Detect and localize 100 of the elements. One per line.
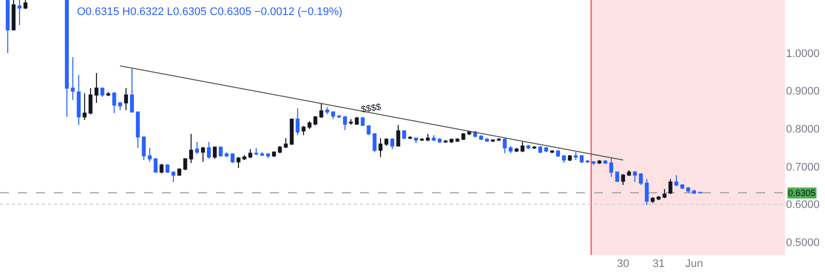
- candlestick: [284, 138, 288, 148]
- candlestick: [597, 160, 602, 164]
- candlestick: [88, 88, 92, 115]
- candlestick: [70, 56, 75, 100]
- candlestick: [686, 186, 690, 194]
- candlestick: [632, 170, 637, 182]
- candlestick: [148, 147, 152, 162]
- candlestick: [461, 132, 466, 140]
- y-tick-label: 0.5000: [786, 236, 820, 249]
- candlestick: [556, 150, 560, 158]
- candlestick: [348, 118, 353, 126]
- candlestick: [402, 130, 406, 140]
- annotation: O0.6315 H0.6322 L0.6305 C0.6305 −0.0012 (−0.19%): [77, 6, 342, 18]
- candlestick: [136, 111, 140, 148]
- candlestick: [378, 138, 382, 158]
- candlestick: [337, 114, 342, 119]
- candlestick: [218, 146, 223, 156]
- candlestick: [154, 158, 158, 173]
- candlestick: [201, 146, 205, 162]
- candlestick: [302, 125, 306, 136]
- candlestick: [94, 72, 98, 104]
- candlestick: [278, 146, 282, 154]
- candlestick: [266, 152, 270, 159]
- candlestick: [24, 0, 28, 10]
- candlestick: [6, 0, 10, 54]
- candlestick: [444, 139, 448, 144]
- candlestick: [212, 146, 217, 160]
- candlestick: [308, 120, 312, 130]
- candlestick: [656, 195, 661, 201]
- candlestick: [586, 160, 590, 164]
- candlestick: [100, 88, 104, 98]
- candlestick: [502, 138, 507, 154]
- candlestick: [313, 116, 318, 126]
- candlestick: [562, 154, 566, 164]
- candlestick: [532, 146, 536, 150]
- candlestick: [224, 152, 229, 158]
- candlestick: [236, 156, 240, 168]
- y-tick-label: 0.9000: [786, 86, 820, 98]
- candlestick: [592, 160, 596, 166]
- candlestick: [325, 106, 330, 115]
- candlestick: [426, 133, 430, 142]
- candlestick: [490, 138, 495, 142]
- candlestick: [668, 178, 672, 195]
- candlestick: [662, 188, 666, 199]
- candlestick: [438, 138, 442, 144]
- candlestick: [520, 141, 524, 153]
- candlestick: [230, 152, 234, 164]
- candlestick: [674, 174, 678, 187]
- annotation: $$$$: [360, 102, 382, 114]
- candlestick: [296, 108, 300, 136]
- candlestick: [118, 102, 122, 111]
- candlestick: [508, 146, 513, 154]
- candlestick: [130, 68, 134, 112]
- candlestick: [142, 136, 146, 161]
- candlestick: [580, 154, 584, 164]
- candlestick: [627, 170, 631, 176]
- candlestick: [76, 74, 81, 126]
- candlestick: [479, 134, 484, 140]
- candlestick: [242, 154, 246, 161]
- candlestick: [124, 88, 128, 111]
- candlestick: [544, 146, 548, 153]
- candlestick: [603, 160, 608, 164]
- candlestick: [568, 154, 572, 162]
- candlestick: [206, 141, 211, 160]
- candlestick: [112, 91, 116, 114]
- candlestick: [692, 189, 696, 195]
- candlestick: [384, 138, 388, 147]
- x-tick-label: 31: [652, 258, 665, 270]
- candlestick: [621, 174, 626, 186]
- y-tick-label: 1.0000: [786, 48, 820, 60]
- candlestick: [644, 178, 649, 206]
- candlestick: [455, 138, 460, 142]
- candlestick: [650, 196, 655, 204]
- candlestick: [514, 147, 519, 153]
- candlestick: [248, 148, 252, 159]
- y-tick-label: 0.6000: [786, 199, 820, 212]
- candlestick: [195, 141, 199, 154]
- candlestick: [432, 134, 436, 142]
- candlestick: [420, 138, 424, 142]
- candlestick: [272, 150, 276, 158]
- candlestick: [550, 150, 554, 154]
- x-tick-label: 30: [616, 258, 630, 270]
- candlestick: [82, 92, 87, 120]
- candlestick: [414, 138, 418, 144]
- candlestick: [396, 124, 400, 147]
- candlestick: [290, 118, 294, 146]
- candlestick: [343, 116, 347, 131]
- candlestick: [260, 152, 264, 156]
- candlestick: [574, 152, 578, 161]
- candlestick: [166, 164, 170, 174]
- candlestick: [64, 0, 69, 118]
- ref-line-label: 0.6305: [788, 188, 816, 198]
- x-tick-label: Jun: [685, 258, 703, 270]
- candlestick: [485, 138, 489, 142]
- candlestick: [372, 132, 377, 153]
- candlestick: [171, 172, 176, 182]
- candlestick: [538, 146, 542, 154]
- candlestick: [254, 147, 258, 156]
- candlestick: [615, 172, 620, 182]
- candlestick: [354, 116, 359, 126]
